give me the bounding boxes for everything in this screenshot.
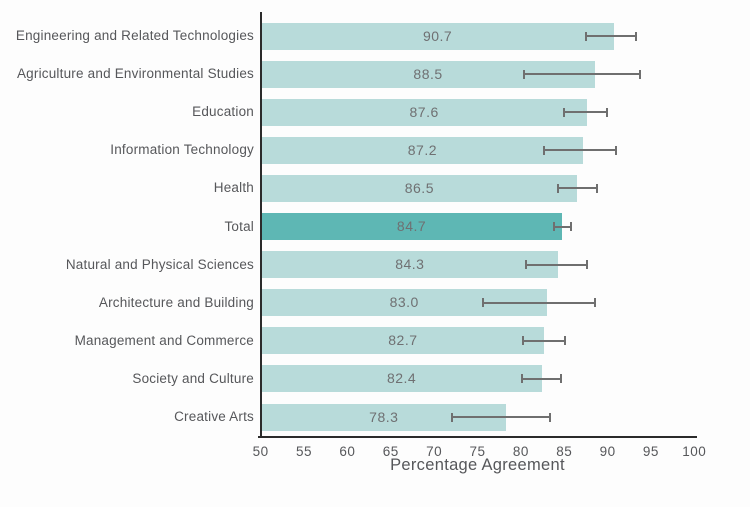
- x-tick-label: 80: [512, 444, 529, 459]
- category-label: Education: [192, 104, 254, 120]
- error-bar-cap-left: [451, 412, 454, 422]
- error-bar-cap-left: [520, 374, 523, 384]
- bar-value-label: 88.5: [413, 65, 443, 82]
- error-bar-cap-left: [557, 183, 560, 193]
- bar: 82.7: [261, 327, 545, 355]
- error-bar: [451, 412, 552, 422]
- x-tick-label: 95: [642, 444, 659, 459]
- error-bar: [557, 183, 599, 193]
- error-bar-cap-right: [596, 183, 599, 193]
- bar: 87.2: [261, 136, 584, 164]
- bar: 82.4: [261, 365, 542, 393]
- error-bar-cap-left: [481, 298, 484, 308]
- category-label: Society and Culture: [132, 370, 254, 386]
- error-bar-cap-left: [552, 222, 555, 231]
- error-bar-cap-left: [585, 31, 588, 41]
- error-bar: [543, 145, 618, 155]
- error-bar-cap-right: [570, 222, 573, 231]
- error-bar: [522, 69, 642, 79]
- bar-highlight: 84.7: [261, 213, 562, 240]
- x-tick-label: 75: [469, 444, 486, 459]
- category-label: Engineering and Related Technologies: [15, 28, 254, 43]
- error-bar-cap-right: [549, 412, 552, 422]
- x-tick-label: 90: [599, 444, 616, 459]
- category-label: Health: [213, 180, 254, 196]
- x-tick-label: 65: [382, 444, 399, 459]
- category-label: Management and Commerce: [74, 332, 254, 348]
- x-tick-label: 50: [252, 444, 269, 459]
- error-bar-cap-right: [585, 260, 588, 270]
- bar-value-label: 87.6: [409, 103, 439, 120]
- category-label: Natural and Physical Sciences: [65, 256, 254, 272]
- x-tick-label: 55: [296, 444, 313, 459]
- error-bar-cap-right: [594, 298, 597, 308]
- bar-value-label: 78.3: [369, 408, 399, 425]
- error-bar-cap-right: [559, 374, 562, 384]
- error-bar: [481, 298, 597, 308]
- x-axis-title: Percentage Agreement: [390, 456, 565, 474]
- error-bar-cap-right: [606, 107, 609, 117]
- category-label: Total: [224, 218, 254, 234]
- bar: 87.6: [261, 98, 587, 126]
- bar-value-label: 87.2: [407, 141, 438, 158]
- bar-value-label: 86.5: [404, 179, 434, 196]
- bar-value-label: 84.3: [395, 256, 425, 273]
- error-bar: [525, 260, 588, 270]
- bar: 90.7: [261, 22, 614, 50]
- x-tick-label: 85: [556, 444, 573, 459]
- category-label: Information Technology: [110, 142, 254, 158]
- error-bar: [585, 31, 638, 41]
- x-tick-label: 60: [339, 444, 356, 459]
- error-bar-cap-left: [521, 336, 524, 346]
- bar-value-label: 82.4: [386, 370, 417, 387]
- y-axis-line: [259, 12, 262, 438]
- x-tick-label: 100: [682, 444, 707, 459]
- error-bar-cap-right: [639, 69, 642, 79]
- error-bar-cap-left: [525, 260, 528, 270]
- bar-value-label: 82.7: [388, 332, 418, 349]
- category-label: Agriculture and Environmental Studies: [16, 66, 254, 82]
- error-bar: [563, 107, 609, 117]
- bar-value-label: 90.7: [422, 27, 453, 44]
- error-bar: [520, 374, 562, 384]
- error-bar-cap-right: [615, 145, 618, 155]
- error-bar: [521, 336, 566, 346]
- error-bar-cap-right: [563, 336, 566, 346]
- bar: 84.3: [261, 251, 559, 279]
- error-bar-cap-left: [522, 69, 525, 79]
- x-tick-label: 70: [426, 444, 443, 459]
- error-bar-cap-right: [635, 31, 638, 41]
- category-label: Creative Arts: [174, 409, 254, 424]
- bar: 86.5: [261, 174, 578, 202]
- error-bar-cap-left: [563, 107, 566, 117]
- error-bar: [552, 222, 573, 231]
- x-axis-line: [258, 436, 697, 438]
- category-label: Architecture and Building: [98, 294, 254, 310]
- error-bar-cap-left: [543, 145, 546, 155]
- bar-value-label: 83.0: [389, 294, 419, 311]
- bar-value-label: 84.7: [396, 218, 427, 234]
